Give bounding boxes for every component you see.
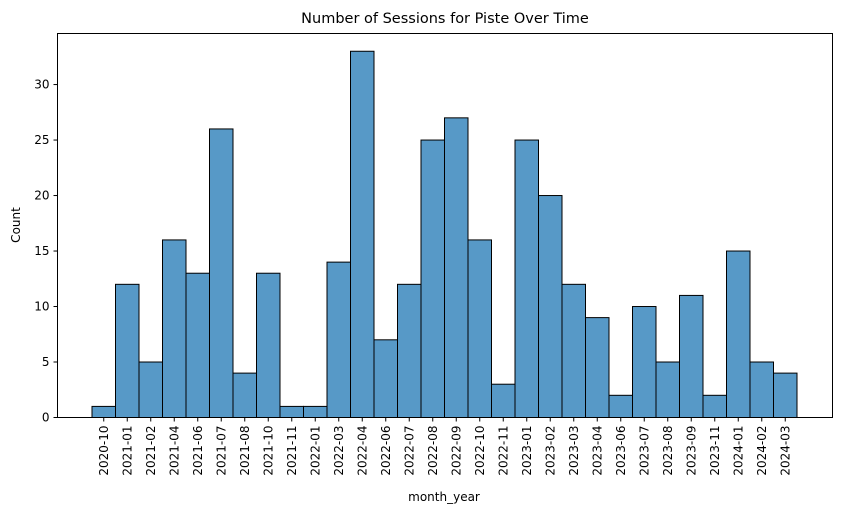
bar-2022-01 (303, 405, 328, 418)
x-axis-ticks: 2020-10 2021-01 2021-02 2021-04 2021-06 2021-… (97, 417, 792, 476)
bar-2023-02 (538, 195, 563, 418)
x-tick-label: 2022-09 (449, 426, 463, 476)
bar-2022-04 (350, 50, 375, 418)
y-axis-ticks: 0 5 10 15 20 25 30 (34, 78, 58, 425)
bar-2021-10 (256, 272, 281, 418)
x-tick-label: 2024-02 (755, 426, 769, 476)
bar-2021-04 (162, 239, 187, 418)
x-tick-label: 2023-08 (661, 426, 675, 476)
x-tick-label: 2023-01 (520, 426, 534, 476)
bar-2022-07 (397, 283, 422, 418)
x-tick-label: 2022-04 (355, 426, 369, 476)
bar-2021-06 (185, 272, 210, 418)
bar-2023-06 (608, 394, 633, 418)
bar-2021-07 (209, 128, 234, 418)
x-tick-label: 2021-11 (285, 426, 299, 476)
x-tick-label: 2021-01 (120, 426, 134, 476)
x-tick-label: 2022-08 (426, 426, 440, 476)
bar-2023-01 (514, 139, 539, 418)
bar-2021-11 (279, 405, 304, 418)
bar-2023-04 (585, 317, 610, 418)
x-tick-label: 2023-09 (684, 426, 698, 476)
bar-2023-08 (655, 361, 680, 418)
bars-group (91, 50, 798, 418)
x-tick-label: 2024-01 (731, 426, 745, 476)
bar-2022-08 (420, 139, 445, 418)
x-tick-label: 2022-07 (402, 426, 416, 476)
chart-title: Number of Sessions for Piste Over Time (301, 11, 589, 27)
y-tick-label: 15 (34, 244, 49, 258)
x-tick-label: 2022-10 (473, 426, 487, 476)
x-tick-label: 2023-06 (614, 426, 628, 476)
plot-frame (57, 33, 833, 418)
bar-2020-10 (91, 405, 116, 418)
x-tick-label: 2021-02 (144, 426, 158, 476)
x-tick-label: 2023-04 (590, 426, 604, 476)
x-tick-label: 2022-03 (332, 426, 346, 476)
bar-2021-02 (138, 361, 163, 418)
bar-2022-10 (467, 239, 492, 418)
x-tick-label: 2020-10 (97, 426, 111, 476)
x-tick-label: 2021-08 (238, 426, 252, 476)
x-tick-label: 2022-01 (308, 426, 322, 476)
bar-2021-01 (115, 283, 140, 418)
x-tick-label: 2021-04 (167, 426, 181, 476)
x-tick-label: 2024-03 (778, 426, 792, 476)
y-tick-label: 0 (42, 411, 50, 425)
x-tick-label: 2021-07 (214, 426, 228, 476)
y-axis-label: Count (9, 207, 23, 243)
bar-2023-03 (561, 283, 586, 418)
x-tick-label: 2023-03 (567, 426, 581, 476)
x-tick-label: 2023-02 (543, 426, 557, 476)
x-tick-label: 2022-06 (379, 426, 393, 476)
x-axis-label: month_year (408, 490, 480, 504)
x-tick-label: 2023-11 (708, 426, 722, 476)
bar-2021-08 (232, 372, 257, 418)
y-tick-label: 25 (34, 133, 49, 147)
bar-2022-09 (444, 117, 469, 418)
bar-2023-09 (679, 294, 704, 418)
x-tick-label: 2021-06 (191, 426, 205, 476)
x-tick-label: 2021-10 (261, 426, 275, 476)
y-tick-label: 5 (42, 355, 50, 369)
bar-2023-07 (632, 306, 657, 418)
bar-2022-11 (491, 383, 516, 418)
bar-2024-02 (749, 361, 774, 418)
y-tick-label: 20 (34, 189, 49, 203)
bar-2022-03 (326, 261, 351, 418)
bar-2024-01 (726, 250, 751, 418)
y-tick-label: 30 (34, 78, 49, 92)
y-tick-label: 10 (34, 300, 49, 314)
bar-2024-03 (773, 372, 798, 418)
bar-2023-11 (702, 394, 727, 418)
x-tick-label: 2023-07 (637, 426, 651, 476)
bar-2022-06 (373, 339, 398, 418)
x-tick-label: 2022-11 (496, 426, 510, 476)
